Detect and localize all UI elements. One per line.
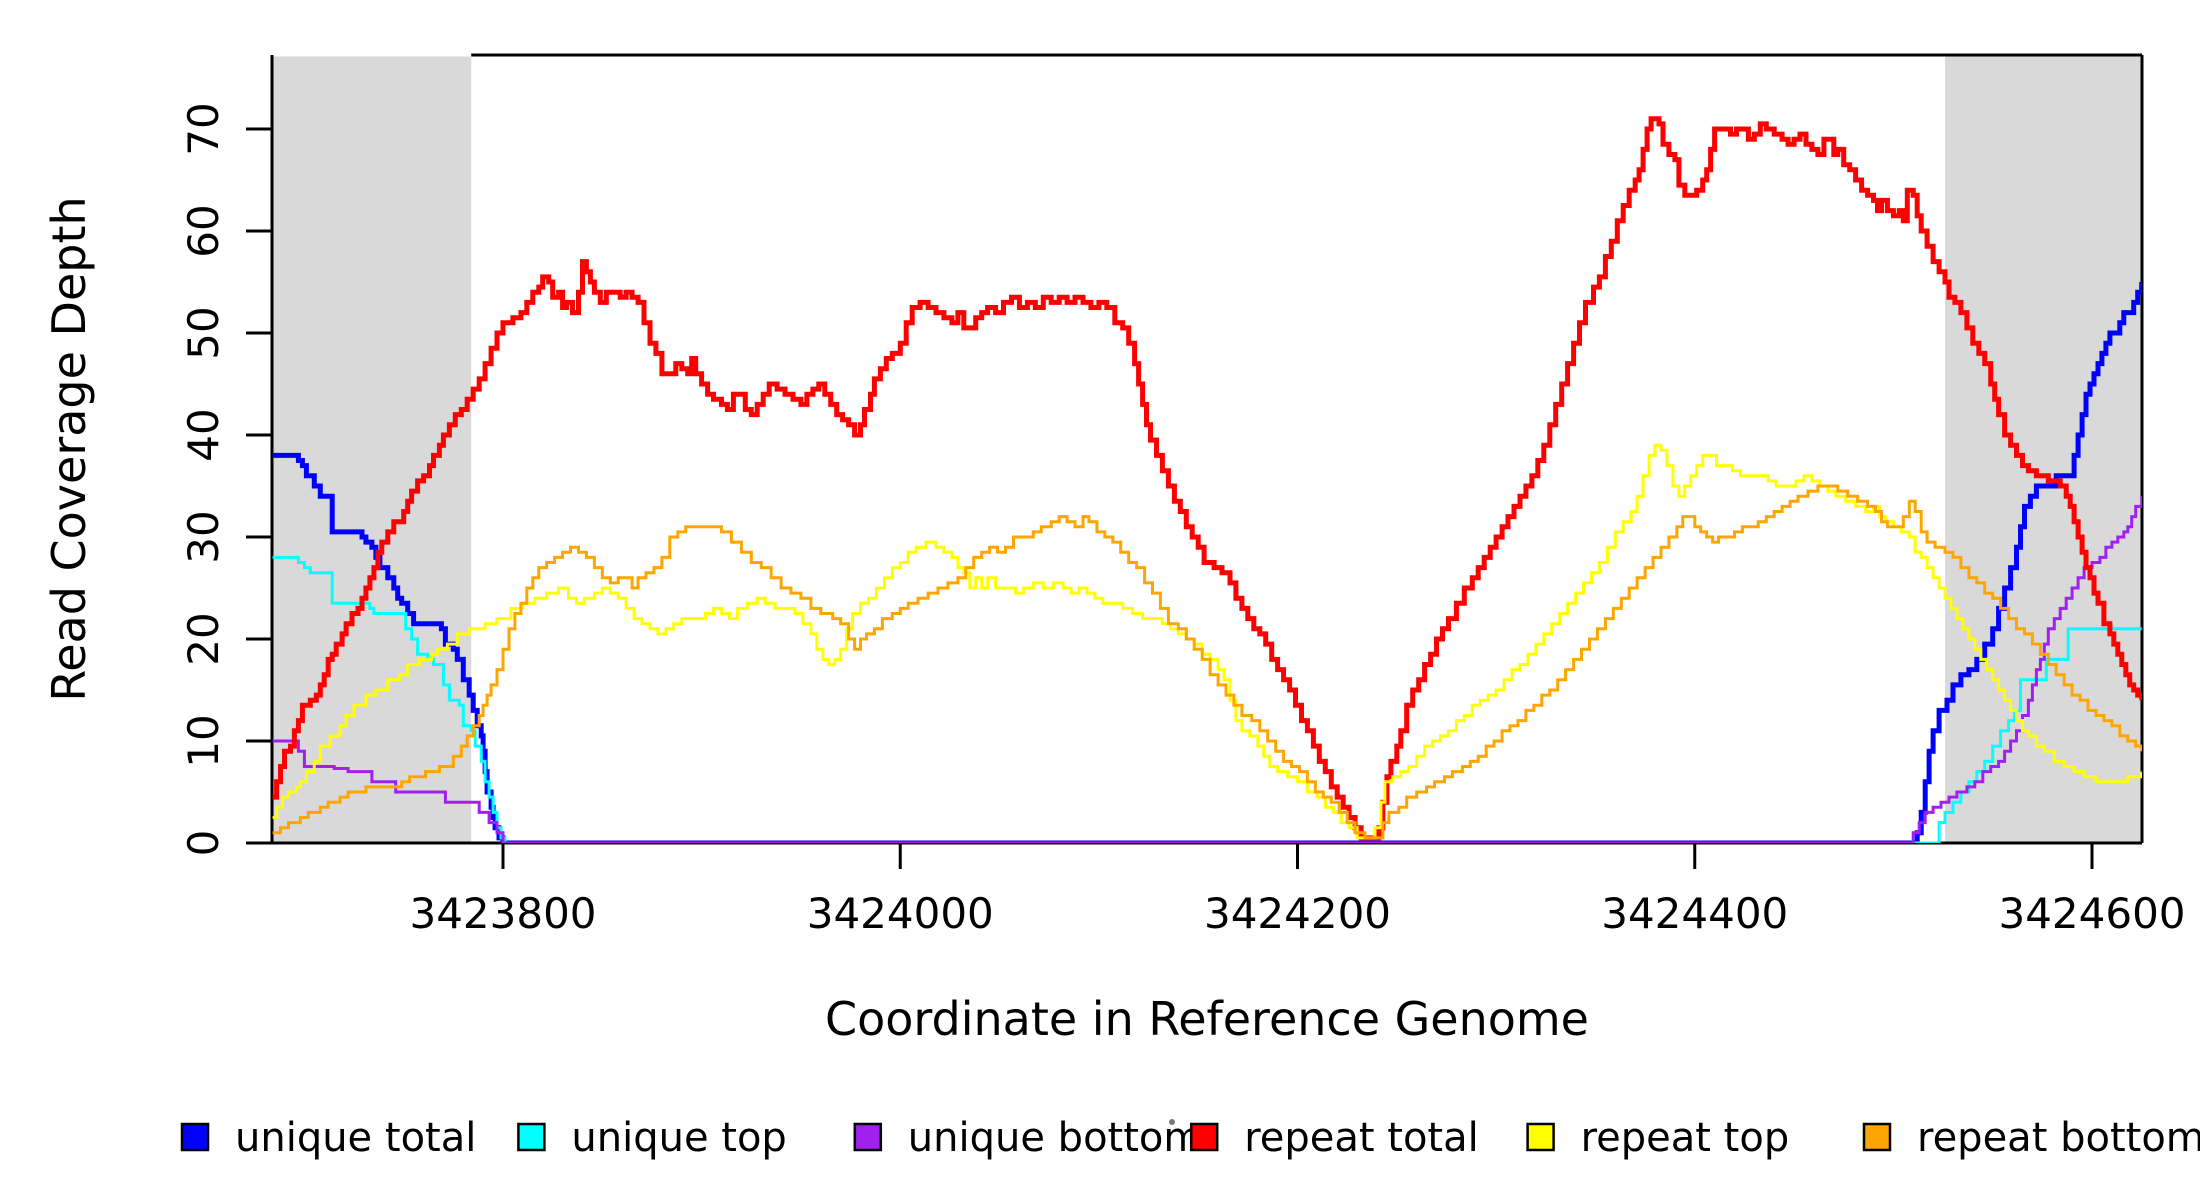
legend-label-unique_top: unique top <box>571 1115 786 1161</box>
legend-item-repeat_total: repeat total <box>1189 1115 1479 1161</box>
legend-item-repeat_bottom: repeat bottom <box>1862 1115 2200 1161</box>
x-tick-label: 3423800 <box>409 889 596 938</box>
legend-label-unique_total: unique total <box>235 1115 476 1161</box>
legend-swatch-repeat_total <box>1189 1122 1219 1152</box>
stray-mark <box>1169 1119 1175 1125</box>
y-tick-label: 40 <box>179 408 228 461</box>
x-tick-label: 3424000 <box>807 889 994 938</box>
legend-swatch-unique_top <box>517 1122 546 1152</box>
x-axis-title: Coordinate in Reference Genome <box>825 992 1589 1046</box>
x-tick-label: 3424600 <box>1998 889 2185 938</box>
y-tick-label: 60 <box>179 204 228 257</box>
legend-swatch-unique_total <box>180 1122 210 1152</box>
y-tick-label: 10 <box>179 714 228 767</box>
series-line-repeat_total <box>272 116 2142 841</box>
legend-label-repeat_bottom: repeat bottom <box>1917 1115 2200 1161</box>
legend-item-unique_total: unique total <box>180 1115 476 1161</box>
series-line-unique_bottom <box>272 496 2142 843</box>
y-tick-label: 20 <box>179 612 228 665</box>
x-tick-label: 3424400 <box>1601 889 1788 938</box>
legend: unique total unique top unique bottom repea… <box>180 1115 2200 1161</box>
y-tick-label: 70 <box>179 102 228 155</box>
legend-label-repeat_top: repeat top <box>1581 1115 1790 1161</box>
legend-item-unique_bottom: unique bottom <box>853 1115 1203 1161</box>
series-line-repeat_bottom <box>272 484 2142 840</box>
legend-swatch-repeat_bottom <box>1862 1122 1892 1152</box>
y-tick-label: 30 <box>179 510 228 563</box>
legend-swatch-repeat_top <box>1526 1122 1555 1152</box>
x-tick-label: 3424200 <box>1204 889 1391 938</box>
shaded-region <box>1945 56 2141 843</box>
legend-item-repeat_top: repeat top <box>1526 1115 1790 1161</box>
legend-item-unique_top: unique top <box>517 1115 787 1161</box>
series-line-repeat_top <box>272 443 2142 840</box>
series-line-unique_top <box>272 555 2142 843</box>
y-tick-label: 50 <box>179 306 228 359</box>
legend-label-repeat_total: repeat total <box>1244 1115 1479 1161</box>
y-axis-title: Read Coverage Depth <box>42 196 96 701</box>
legend-label-unique_bottom: unique bottom <box>908 1115 1203 1161</box>
legend-swatch-unique_bottom <box>853 1122 883 1152</box>
y-tick-label: 0 <box>179 830 228 857</box>
